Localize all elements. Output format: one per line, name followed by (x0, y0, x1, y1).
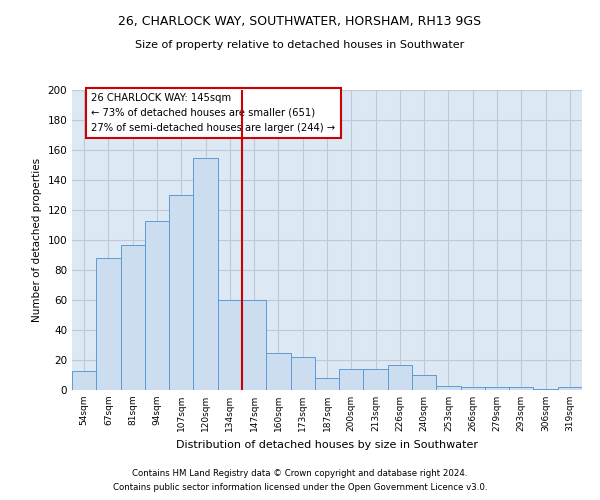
Bar (169, 195, 193, 390)
X-axis label: Distribution of detached houses by size in Southwater: Distribution of detached houses by size … (176, 440, 478, 450)
Bar (364, 369, 388, 390)
Bar (485, 387, 509, 390)
Bar (145, 220, 169, 390)
Bar (266, 352, 290, 390)
Bar (533, 388, 558, 390)
Bar (72, 370, 96, 390)
Text: 26, CHARLOCK WAY, SOUTHWATER, HORSHAM, RH13 9GS: 26, CHARLOCK WAY, SOUTHWATER, HORSHAM, R… (118, 15, 482, 28)
Text: Contains public sector information licensed under the Open Government Licence v3: Contains public sector information licen… (113, 484, 487, 492)
Bar (509, 387, 533, 390)
Bar (315, 378, 339, 390)
Bar (412, 375, 436, 390)
Text: Contains HM Land Registry data © Crown copyright and database right 2024.: Contains HM Land Registry data © Crown c… (132, 468, 468, 477)
Bar (461, 387, 485, 390)
Bar (218, 300, 242, 390)
Bar (558, 387, 582, 390)
Text: 26 CHARLOCK WAY: 145sqm
← 73% of detached houses are smaller (651)
27% of semi-d: 26 CHARLOCK WAY: 145sqm ← 73% of detache… (91, 93, 335, 132)
Bar (290, 357, 315, 390)
Bar (388, 364, 412, 390)
Text: Size of property relative to detached houses in Southwater: Size of property relative to detached ho… (136, 40, 464, 50)
Bar (242, 300, 266, 390)
Bar (96, 258, 121, 390)
Bar (436, 386, 461, 390)
Bar (121, 244, 145, 390)
Y-axis label: Number of detached properties: Number of detached properties (32, 158, 42, 322)
Bar (339, 369, 364, 390)
Bar (193, 158, 218, 390)
